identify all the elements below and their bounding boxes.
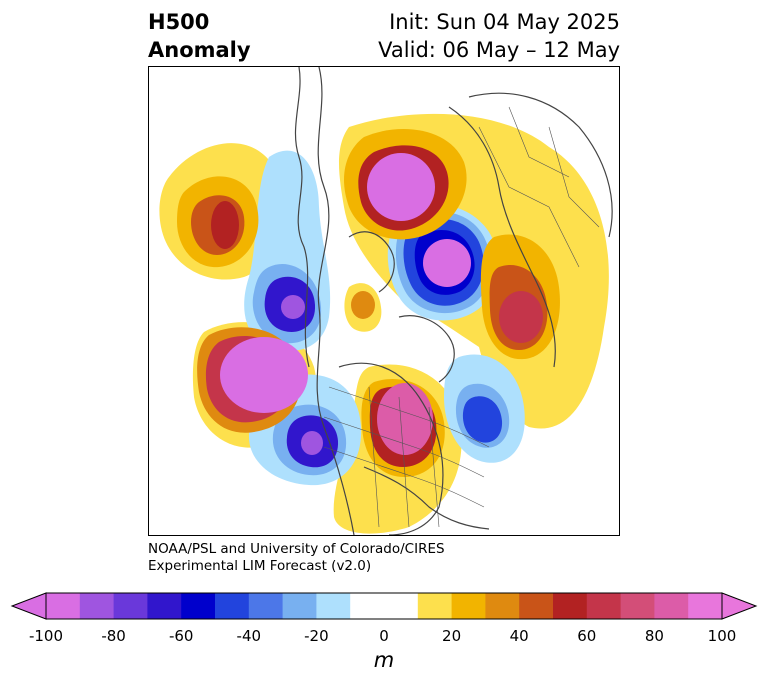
- colorbar-tick-label: -20: [304, 627, 329, 645]
- colorbar: [0, 585, 768, 685]
- anomaly-core: [367, 153, 435, 221]
- title-line-1: H500: [148, 10, 210, 34]
- colorbar-swatch: [451, 593, 486, 619]
- colorbar-unit: m: [373, 648, 395, 672]
- colorbar-swatch: [46, 593, 81, 619]
- anomaly-core: [281, 295, 305, 319]
- credit-text: NOAA/PSL and University of Colorado/CIRE…: [148, 541, 445, 575]
- anomaly-core: [351, 291, 375, 319]
- colorbar-swatch: [316, 593, 351, 619]
- colorbar-tick-label: 0: [379, 627, 389, 645]
- forecast-dates: Init: Sun 04 May 2025 Valid: 06 May – 12…: [378, 8, 620, 64]
- anomaly-core: [220, 337, 308, 413]
- anomaly-core: [301, 431, 323, 455]
- anomaly-core: [377, 383, 433, 455]
- coastlines: [294, 67, 613, 535]
- colorbar-swatch: [384, 593, 419, 619]
- title-line-2: Anomaly: [148, 38, 251, 62]
- colorbar-swatch: [485, 593, 520, 619]
- colorbar-swatch: [688, 593, 723, 619]
- colorbar-swatch: [350, 593, 385, 619]
- colorbar-swatch: [248, 593, 284, 619]
- colorbar-tick-label: 80: [644, 627, 664, 645]
- credit-line-1: NOAA/PSL and University of Colorado/CIRE…: [148, 541, 445, 557]
- colorbar-tick-label: -60: [168, 627, 194, 645]
- anomaly-core: [211, 201, 239, 249]
- colorbar-swatch: [181, 593, 216, 619]
- anomaly-core: [423, 239, 471, 287]
- colorbar-extend-min: [10, 592, 47, 620]
- colorbar-svg: [10, 592, 758, 620]
- colorbar-swatch: [282, 593, 317, 619]
- colorbar-tick-label: 40: [509, 627, 529, 645]
- colorbar-extend-max: [721, 592, 758, 620]
- colorbar-border: [45, 592, 723, 620]
- colorbar-tick-label: -100: [28, 627, 64, 645]
- no-anomaly-band: [149, 287, 161, 317]
- colorbar-tick-label: -80: [101, 627, 126, 645]
- colorbar-swatch: [417, 593, 453, 619]
- anomaly-map-svg: [149, 67, 613, 535]
- anomaly-region: [462, 396, 503, 443]
- colorbar-swatch: [79, 593, 115, 619]
- colorbar-swatch: [586, 593, 622, 619]
- colorbar-swatch: [553, 593, 588, 619]
- anomaly-core: [499, 291, 543, 343]
- map-title: H500 Anomaly: [148, 8, 251, 64]
- valid-range: Valid: 06 May – 12 May: [378, 38, 620, 62]
- colorbar-swatch: [147, 593, 182, 619]
- colorbar-swatch: [620, 593, 655, 619]
- colorbar-tick-label: -40: [236, 627, 262, 645]
- colorbar-swatch: [215, 593, 250, 619]
- init-date: Init: Sun 04 May 2025: [389, 10, 620, 34]
- colorbar-swatch: [654, 593, 689, 619]
- colorbar-tick-label: 100: [707, 627, 737, 645]
- colorbar-swatch: [519, 593, 554, 619]
- credit-line-2: Experimental LIM Forecast (v2.0): [148, 558, 372, 574]
- colorbar-tick-label: 60: [577, 627, 597, 645]
- borders: [323, 106, 600, 528]
- colorbar-swatch: [113, 593, 148, 619]
- colorbar-tick-label: 20: [442, 627, 462, 645]
- anomaly-map: [148, 66, 620, 536]
